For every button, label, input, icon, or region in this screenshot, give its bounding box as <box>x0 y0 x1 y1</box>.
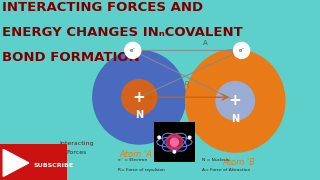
Text: R= Force of repulsion: R= Force of repulsion <box>118 168 165 172</box>
Text: e⁻: e⁻ <box>238 48 245 53</box>
Text: INTERACTING FORCES AND: INTERACTING FORCES AND <box>2 1 203 14</box>
Text: e⁻ = Electron: e⁻ = Electron <box>118 158 148 162</box>
Text: N = Nucleus: N = Nucleus <box>202 158 228 162</box>
Text: +: + <box>229 93 242 108</box>
Text: Interacting: Interacting <box>60 141 94 146</box>
Text: N: N <box>135 110 143 120</box>
Ellipse shape <box>125 42 141 58</box>
Ellipse shape <box>93 50 186 144</box>
Ellipse shape <box>122 80 157 115</box>
Text: ENERGY CHANGES INₙCOVALENT: ENERGY CHANGES INₙCOVALENT <box>2 26 242 39</box>
Text: +: + <box>133 90 146 105</box>
Ellipse shape <box>186 50 285 152</box>
Ellipse shape <box>216 82 254 120</box>
Text: e⁻: e⁻ <box>130 48 136 53</box>
Text: Atom 'A: Atom 'A <box>120 150 152 159</box>
Text: BOND FORMATION: BOND FORMATION <box>2 51 139 64</box>
Ellipse shape <box>166 134 182 150</box>
Ellipse shape <box>234 42 250 58</box>
Text: R: R <box>184 81 190 90</box>
Ellipse shape <box>158 136 160 139</box>
Text: Atom 'B: Atom 'B <box>222 158 255 167</box>
Ellipse shape <box>188 136 191 139</box>
Bar <box>0 144 67 180</box>
Text: A: A <box>203 40 208 46</box>
Ellipse shape <box>170 138 179 146</box>
Text: SUBSCRIBE: SUBSCRIBE <box>34 163 74 168</box>
Text: Forces: Forces <box>67 150 87 155</box>
Text: A= Force of Attraction: A= Force of Attraction <box>202 168 250 172</box>
Polygon shape <box>3 149 29 176</box>
Text: N: N <box>231 114 239 124</box>
Ellipse shape <box>173 150 176 153</box>
Bar <box>154 122 195 162</box>
